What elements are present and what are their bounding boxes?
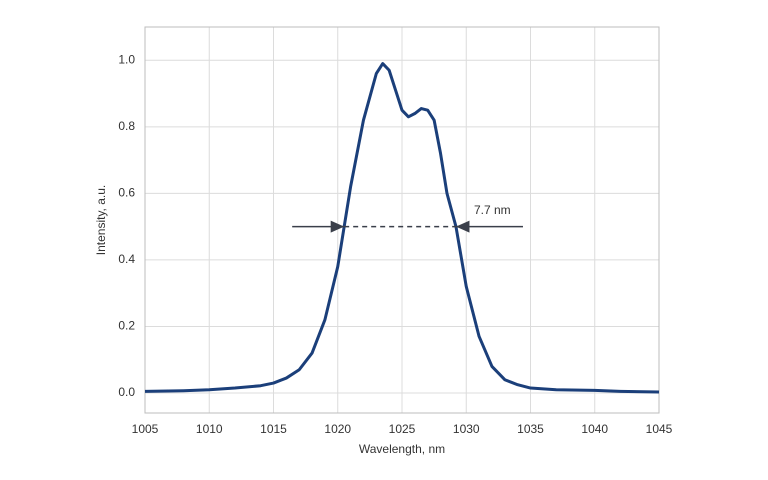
y-tick-label: 0.6 — [118, 186, 135, 200]
x-tick-label: 1010 — [196, 422, 223, 436]
data-line — [144, 62, 660, 394]
y-tick-label: 0.8 — [118, 119, 135, 133]
x-tick-label: 1025 — [389, 422, 416, 436]
x-tick-label: 1035 — [517, 422, 544, 436]
x-tick-label: 1030 — [453, 422, 480, 436]
y-tick-label: 0.4 — [118, 252, 135, 266]
y-tick-label: 1.0 — [118, 52, 135, 66]
x-tick-label: 1015 — [260, 422, 287, 436]
annotation-label: 7.7 nm — [474, 203, 511, 217]
x-tick-label: 1040 — [581, 422, 608, 436]
x-axis-label: Wavelength, nm — [359, 442, 445, 456]
x-tick-label: 1045 — [646, 422, 673, 436]
x-tick-label: 1020 — [324, 422, 351, 436]
x-tick-label: 1005 — [132, 422, 159, 436]
y-tick-label: 0.2 — [118, 319, 135, 333]
y-tick-label: 0.0 — [118, 385, 135, 399]
plot-frame — [144, 26, 660, 414]
y-axis-label: Intensity, a.u. — [94, 185, 108, 255]
